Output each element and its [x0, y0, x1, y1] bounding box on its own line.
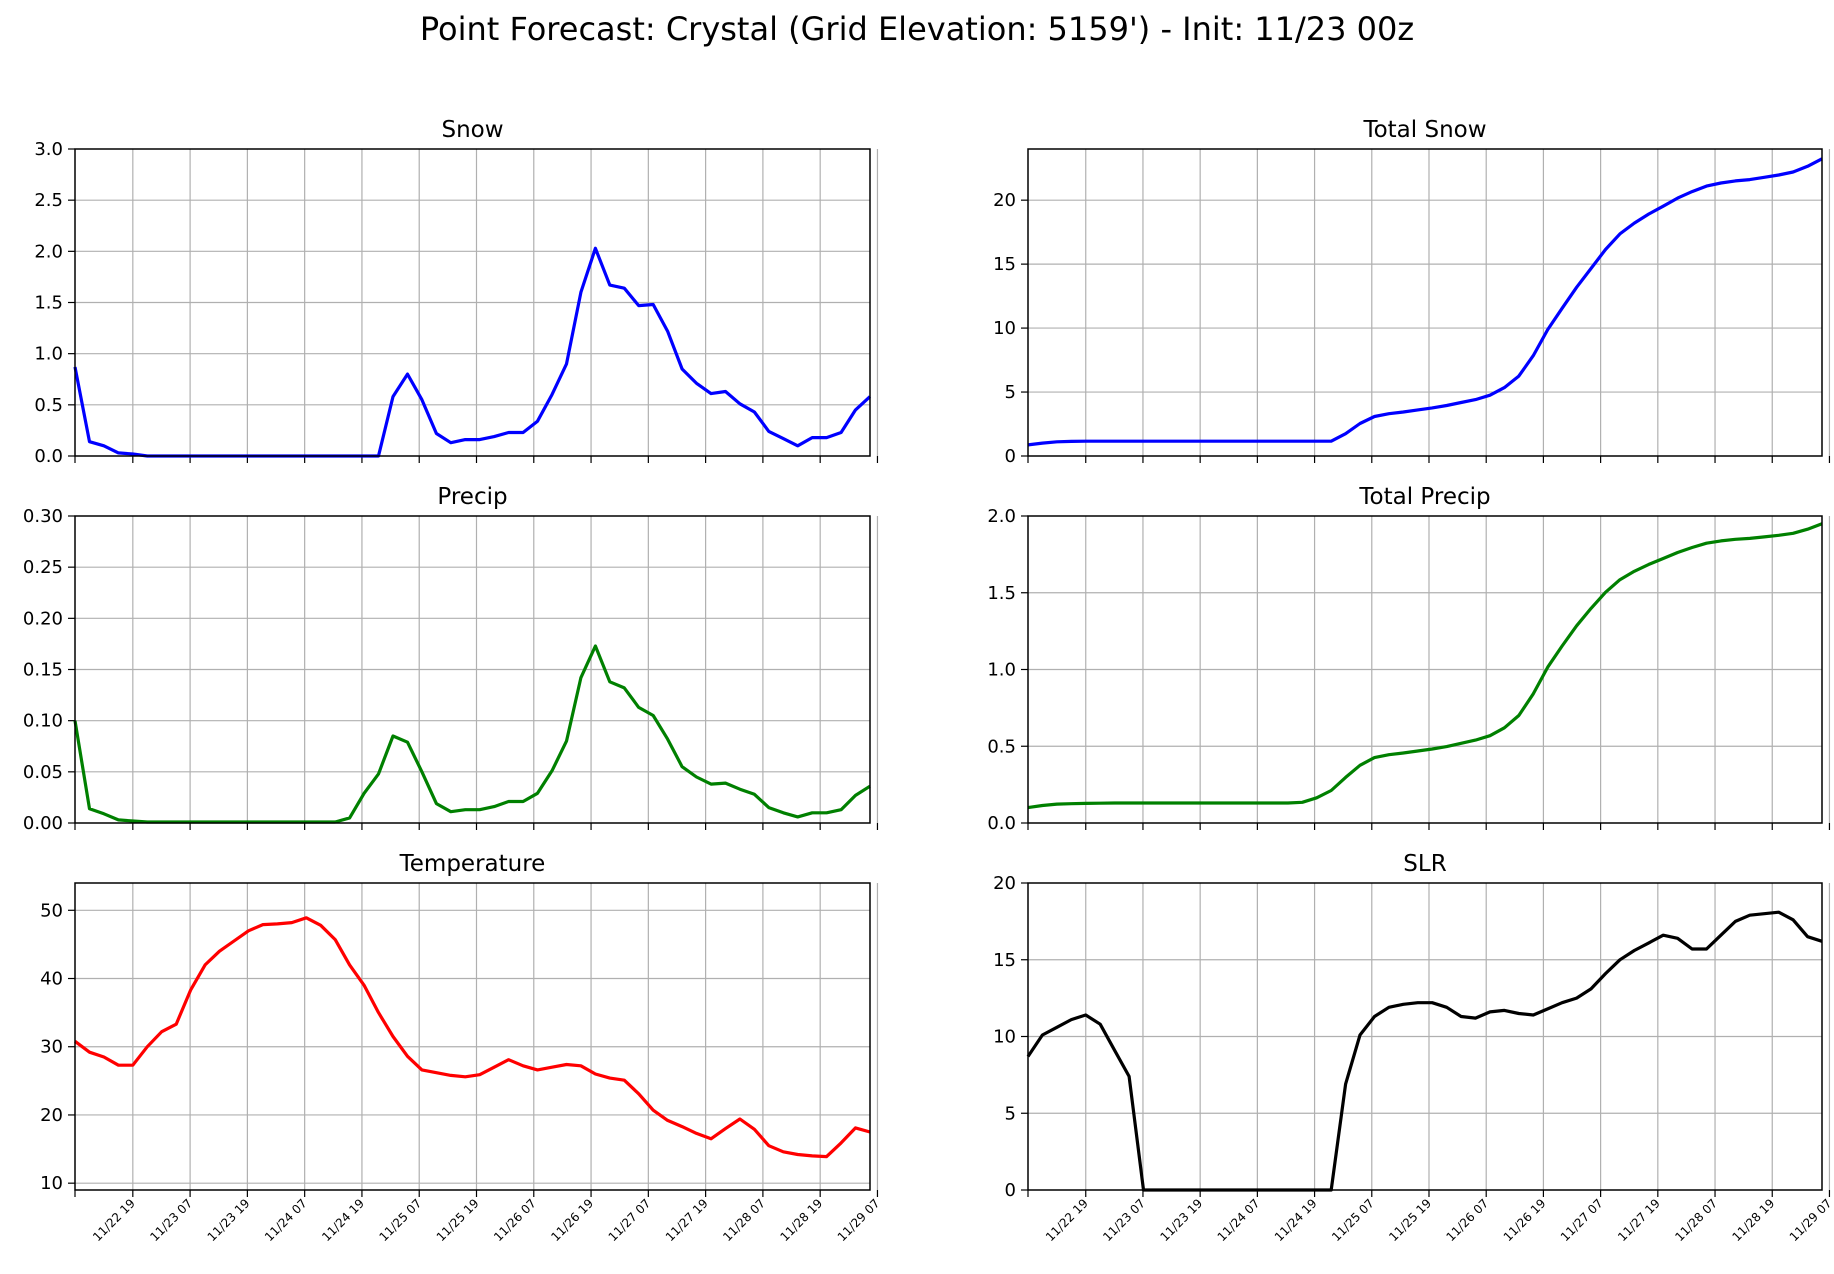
y-tick-label: 1.0 [987, 660, 1016, 681]
y-tick-label: 0.25 [23, 557, 63, 578]
y-tick-label: 0.20 [23, 608, 63, 629]
series-line [1027, 157, 1823, 447]
y-tick-label: 1.0 [34, 344, 63, 365]
chart-panel-snow: Snow 0.0 0.5 1.0 1.5 2.0 2.5 3.0 [34, 117, 879, 467]
y-tick-label: 0.15 [23, 660, 63, 681]
x-tick-label: 11/29 07 [1787, 1196, 1834, 1244]
x-tick-label: 11/26 07 [491, 1196, 539, 1244]
figure-title: Point Forecast: Crystal (Grid Elevation:… [419, 10, 1415, 48]
x-tick-label: 11/27 07 [1558, 1196, 1606, 1244]
chart-panel-total-snow: Total Snow 0 5 10 15 20 [993, 117, 1831, 467]
x-tick-label: 11/26 19 [1501, 1196, 1549, 1244]
y-tick-label: 10 [40, 1173, 63, 1194]
y-tick-label: 3.0 [34, 139, 63, 160]
x-tick-label: 11/25 07 [1329, 1196, 1377, 1244]
x-tick-label: 11/24 19 [319, 1196, 367, 1244]
y-tick-label: 1.5 [987, 583, 1016, 604]
y-tick-label: 0.0 [34, 446, 63, 467]
panel-title: Precip [437, 484, 507, 510]
chart-panel-precip: Precip 0.00 0.05 0.10 0.15 0.20 0.25 0.30 [23, 484, 879, 834]
y-tick-label: 50 [40, 900, 63, 921]
x-tick-label: 11/28 07 [1672, 1196, 1720, 1244]
series-line [1026, 910, 1823, 1192]
x-tick-label: 11/25 07 [376, 1196, 424, 1244]
y-tick-label: 0.0 [987, 813, 1016, 834]
x-tick-label: 11/27 07 [606, 1196, 654, 1244]
axes-frame [1027, 148, 1823, 457]
y-tick-label: 5 [1005, 1103, 1016, 1124]
series-line [73, 644, 871, 824]
y-tick-label: 0.5 [34, 395, 63, 416]
y-tick-label: 1.5 [34, 293, 63, 314]
panel-title: Total Snow [1362, 117, 1486, 143]
y-tick-label: 2.5 [34, 190, 63, 211]
x-tick-label: 11/28 07 [720, 1196, 768, 1244]
x-tick-label: 11/27 19 [1615, 1196, 1663, 1244]
series-line [73, 246, 872, 458]
panel-title: Snow [441, 117, 503, 143]
y-tick-label: 30 [40, 1037, 63, 1058]
x-tick-label: 11/29 07 [835, 1196, 883, 1244]
x-tick-label: 11/24 07 [1215, 1196, 1263, 1244]
x-tick-label: 11/28 19 [777, 1196, 825, 1244]
y-tick-label: 0 [1005, 446, 1016, 467]
x-tick-label: 11/22 19 [1043, 1196, 1091, 1244]
x-tick-label: 11/23 19 [205, 1196, 253, 1244]
x-tick-label: 11/23 19 [1157, 1196, 1205, 1244]
axes-frame [1027, 882, 1823, 1191]
x-tick-label: 11/28 19 [1730, 1196, 1778, 1244]
y-tick-label: 2.0 [987, 506, 1016, 527]
y-tick-label: 5 [1005, 382, 1016, 403]
y-tick-label: 15 [993, 950, 1016, 971]
x-tick-label: 11/22 19 [90, 1196, 138, 1244]
x-tick-label: 11/23 07 [1100, 1196, 1148, 1244]
panel-title: Temperature [399, 851, 546, 877]
y-tick-label: 0 [1005, 1180, 1016, 1201]
chart-panel-total-precip: Total Precip 0.0 0.5 1.0 1.5 2.0 [987, 484, 1831, 834]
axes-frame [74, 515, 871, 824]
y-tick-label: 20 [993, 873, 1016, 894]
x-tick-label: 11/24 07 [262, 1196, 310, 1244]
x-tick-label: 11/24 19 [1272, 1196, 1320, 1244]
y-tick-label: 40 [40, 969, 63, 990]
x-tick-label: 11/25 19 [1386, 1196, 1434, 1244]
y-tick-label: 20 [993, 190, 1016, 211]
x-tick-label: 11/26 07 [1443, 1196, 1491, 1244]
y-tick-label: 20 [40, 1105, 63, 1126]
axes-frame [1027, 515, 1823, 824]
y-tick-label: 10 [993, 1027, 1016, 1048]
x-tick-label: 11/26 19 [548, 1196, 596, 1244]
y-tick-label: 10 [993, 318, 1016, 339]
panel-title: Total Precip [1358, 484, 1490, 510]
y-tick-label: 0.5 [987, 736, 1016, 757]
axes-frame [74, 882, 871, 1191]
series-line [74, 916, 871, 1159]
y-tick-label: 0.05 [23, 762, 63, 783]
axes-frame [74, 148, 871, 457]
y-tick-label: 0.00 [23, 813, 63, 834]
y-tick-label: 2.0 [34, 241, 63, 262]
x-tick-label: 11/25 19 [434, 1196, 482, 1244]
panel-title: SLR [1403, 851, 1446, 877]
y-tick-label: 15 [993, 254, 1016, 275]
series-line [1027, 522, 1823, 810]
y-tick-label: 0.30 [23, 506, 63, 527]
y-tick-label: 0.10 [23, 711, 63, 732]
x-tick-label: 11/23 07 [147, 1196, 195, 1244]
x-tick-label: 11/27 19 [663, 1196, 711, 1244]
chart-panel-slr: SLR 11/22 19 11/23 07 11/23 19 11/24 07 11/24… [993, 851, 1834, 1244]
